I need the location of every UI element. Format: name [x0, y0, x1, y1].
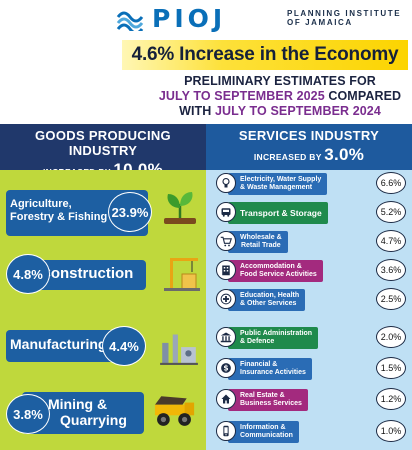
label-line1: Information & [240, 424, 286, 431]
services-item-label: Transport & Storage [228, 202, 328, 224]
goods-item-label: Mining & Quarrying [48, 396, 127, 428]
services-item-transport: Transport & Storage 5.2% [212, 201, 408, 227]
factory-icon [160, 334, 198, 365]
subtitle-with: WITH [179, 104, 215, 118]
goods-item-label: Construction [40, 265, 134, 282]
label-line2: & Waste Management [240, 184, 313, 191]
headline-banner: 4.6% Increase in the Economy [122, 40, 408, 70]
house-icon [216, 389, 236, 409]
dollar-coin-icon: $ [216, 358, 236, 378]
period-current: JULY TO SEPTEMBER 2025 [158, 89, 325, 103]
label-line1: Wholesale & [240, 234, 282, 241]
services-item-financial: Financial & Insurance Activities $ 1.5% [212, 357, 408, 383]
lightbulb-icon [216, 173, 236, 193]
services-item-label: Real Estate & Business Services [228, 389, 308, 411]
hotel-icon [216, 260, 236, 280]
goods-item-label: Manufacturing [10, 336, 107, 352]
services-panel: Electricity, Water Supply & Waste Managem… [206, 170, 412, 450]
services-item-label: Education, Health & Other Services [228, 289, 306, 311]
services-item-value: 3.6% [376, 259, 406, 281]
label-line2: Forestry & Fishing [10, 211, 108, 223]
services-item-value: 2.0% [376, 326, 406, 348]
label-line2: Insurance Activities [240, 369, 306, 376]
goods-section-header: GOODS PRODUCING INDUSTRY INCREASED BY 10… [0, 124, 206, 179]
services-item-value: 2.5% [376, 288, 406, 310]
services-increase: INCREASED BY 3.0% [206, 145, 412, 165]
services-item-label: Electricity, Water Supply & Waste Managem… [228, 173, 328, 195]
services-item-accommodation: Accommodation & Food Service Activities 3… [212, 259, 408, 285]
label-line1: Financial & [240, 361, 278, 368]
services-item-value: 5.2% [376, 201, 406, 223]
goods-item-value: 4.8% [6, 254, 50, 294]
subtitle-line3: WITH JULY TO SEPTEMBER 2024 [150, 104, 410, 119]
services-section-header: SERVICES INDUSTRY INCREASED BY 3.0% [206, 124, 412, 170]
goods-item-value: 3.8% [6, 394, 50, 434]
services-item-label: Wholesale & Retail Trade [228, 231, 288, 253]
subtitle-compared: COMPARED [324, 89, 402, 103]
government-building-icon [216, 327, 236, 347]
services-item-public-admin: Public Administration & Defence 2.0% [212, 326, 408, 352]
label-line1: Transport & Storage [240, 208, 322, 218]
plant-sprout-icon [164, 192, 196, 224]
logo-wave-icon [116, 11, 144, 31]
headline-text: 4.6% Increase in the Economy [131, 44, 399, 65]
services-item-education: Education, Health & Other Services 2.5% [212, 288, 408, 314]
services-increase-value: 3.0% [324, 145, 365, 164]
phone-icon [216, 421, 236, 441]
services-item-value: 1.0% [376, 420, 406, 442]
org-name-line1: PLANNING INSTITUTE [287, 9, 402, 18]
services-item-real-estate: Real Estate & Business Services 1.2% [212, 388, 408, 414]
goods-item-label: Agriculture, Forestry & Fishing [10, 198, 107, 224]
label-line2: & Defence [240, 338, 275, 345]
services-item-value: 4.7% [376, 230, 406, 252]
label-line1: Public Administration [240, 330, 313, 337]
label-line1: Agriculture, [10, 198, 72, 210]
mining-truck-icon [154, 396, 195, 426]
goods-item-value: 4.4% [102, 326, 146, 366]
label-line1: Real Estate & [240, 392, 285, 399]
services-increase-prefix: INCREASED BY [253, 152, 322, 162]
label-line1: Electricity, Water Supply [240, 176, 322, 183]
label-line1: Mining & [48, 396, 108, 412]
services-item-label: Public Administration & Defence [228, 327, 319, 349]
goods-panel: Agriculture, Forestry & Fishing 23.9% Co… [0, 170, 206, 450]
subtitle-line2: JULY TO SEPTEMBER 2025 COMPARED [150, 89, 410, 104]
label-line2: Quarrying [60, 412, 127, 428]
health-cross-icon [216, 289, 236, 309]
label-line2: & Other Services [240, 300, 297, 307]
services-title: SERVICES INDUSTRY [238, 128, 380, 143]
goods-item-value: 23.9% [108, 192, 152, 232]
period-previous: JULY TO SEPTEMBER 2024 [214, 104, 381, 118]
construction-crane-icon [164, 258, 200, 291]
services-item-label: Accommodation & Food Service Activities [228, 260, 323, 282]
services-item-wholesale: Wholesale & Retail Trade 4.7% [212, 230, 408, 256]
shopping-cart-icon [216, 231, 236, 251]
label-line2: Retail Trade [240, 242, 281, 249]
label-line1: Education, Health [240, 292, 300, 299]
services-item-label: Information & Communication [228, 421, 299, 443]
services-item-value: 6.6% [376, 172, 406, 194]
bus-icon [216, 202, 236, 222]
services-item-value: 1.5% [376, 357, 406, 379]
label-line2: Food Service Activities [240, 271, 317, 278]
label-line2: Business Services [240, 400, 302, 407]
services-item-value: 1.2% [376, 388, 406, 410]
org-name-line2: OF JAMAICA [287, 18, 353, 27]
goods-title: GOODS PRODUCING INDUSTRY [35, 128, 171, 158]
subtitle-line1: PRELIMINARY ESTIMATES FOR [184, 74, 376, 88]
services-item-label: Financial & Insurance Activities [228, 358, 312, 380]
label-line1: Accommodation & [240, 263, 302, 270]
services-item-information: Information & Communication 1.0% [212, 420, 408, 446]
logo-wordmark: PIOJ [152, 4, 227, 33]
org-name: PLANNING INSTITUTE OF JAMAICA [287, 9, 407, 27]
services-item-electricity: Electricity, Water Supply & Waste Managem… [212, 172, 408, 198]
label-line2: Communication [240, 432, 293, 439]
pioj-logo: PIOJ [116, 6, 226, 32]
svg-text:$: $ [223, 364, 228, 373]
